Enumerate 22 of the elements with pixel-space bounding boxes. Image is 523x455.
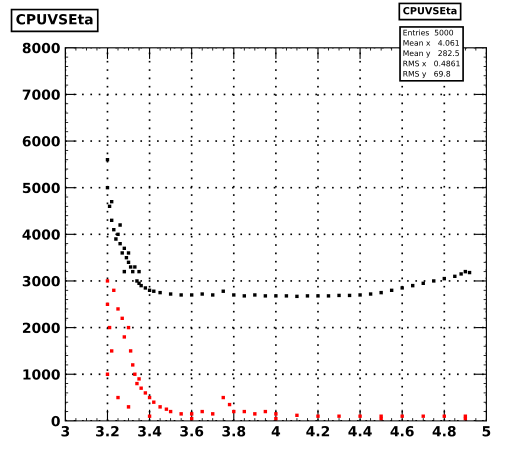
- x-tick-label: 3.2: [96, 426, 119, 436]
- x-tick-label: 3.8: [222, 426, 246, 436]
- y-tick-label: 4000: [22, 229, 60, 240]
- chart-title: CPUVSEta: [16, 14, 92, 25]
- y-tick-label: 1000: [23, 369, 60, 380]
- y-tick-label: 5000: [22, 182, 60, 194]
- text: CPUVSEta: [403, 6, 456, 14]
- y-tick-label: 2000: [22, 322, 60, 334]
- x-tick-label: 4: [272, 426, 280, 436]
- x-tick-label: 3.6: [180, 426, 204, 436]
- x-tick-label: 4.6: [390, 426, 414, 436]
- x-tick-label: 4.2: [306, 426, 330, 436]
- y-tick-label: 6000: [22, 136, 60, 147]
- y-tick-label: 3000: [22, 276, 60, 286]
- x-tick-label: 5: [482, 426, 490, 436]
- x-tick-label: 3.4: [138, 426, 162, 436]
- y-tick-label: 7000: [22, 89, 60, 100]
- y-tick-label: 0: [52, 416, 60, 426]
- x-tick-label: 4.4: [348, 426, 372, 436]
- x-tick-label: 3: [61, 426, 70, 436]
- x-tick-label: 4.8: [432, 426, 456, 436]
- y-tick-label: 8000: [22, 42, 60, 54]
